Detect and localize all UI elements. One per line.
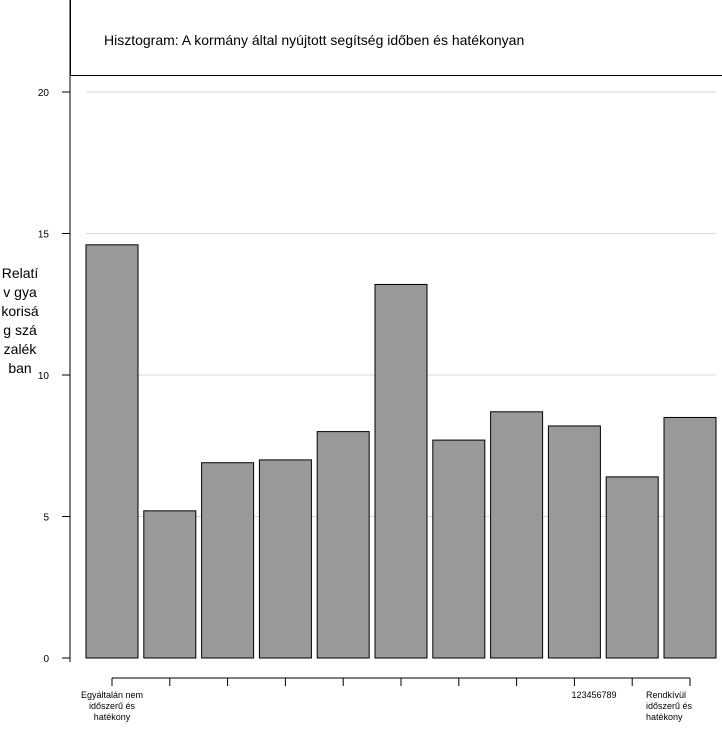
title-box: [70, 0, 722, 76]
x-tick-label-middle: 123456789: [571, 690, 617, 700]
y-ticks: 0 5 10 15 20: [38, 88, 70, 665]
bar: [663, 416, 717, 659]
x-tick-label-last: Rendkívül időszerű és hatékony: [646, 690, 693, 722]
bar: [316, 431, 370, 659]
bar: [374, 283, 428, 659]
bar: [143, 510, 197, 659]
bar: [432, 439, 486, 659]
bar: [490, 411, 544, 659]
chart-title: Hisztogram: A kormány által nyújtott seg…: [104, 32, 525, 48]
y-tick-label: 20: [38, 88, 50, 99]
bar: [605, 476, 659, 659]
y-tick-label: 0: [43, 654, 49, 665]
x-tick-label-first: Egyáltalán nem időszerű és hatékony: [80, 690, 144, 722]
x-ticks: [111, 677, 691, 686]
y-tick-label: 5: [43, 513, 49, 524]
bar: [201, 462, 255, 659]
bar: [85, 244, 139, 659]
y-axis-label: Relatív gyakoriság százalékban: [1, 265, 39, 376]
y-tick-label: 15: [38, 230, 50, 241]
bar: [547, 425, 601, 659]
bar: [258, 459, 312, 659]
bars: [85, 244, 717, 659]
y-tick-label: 10: [38, 371, 50, 382]
